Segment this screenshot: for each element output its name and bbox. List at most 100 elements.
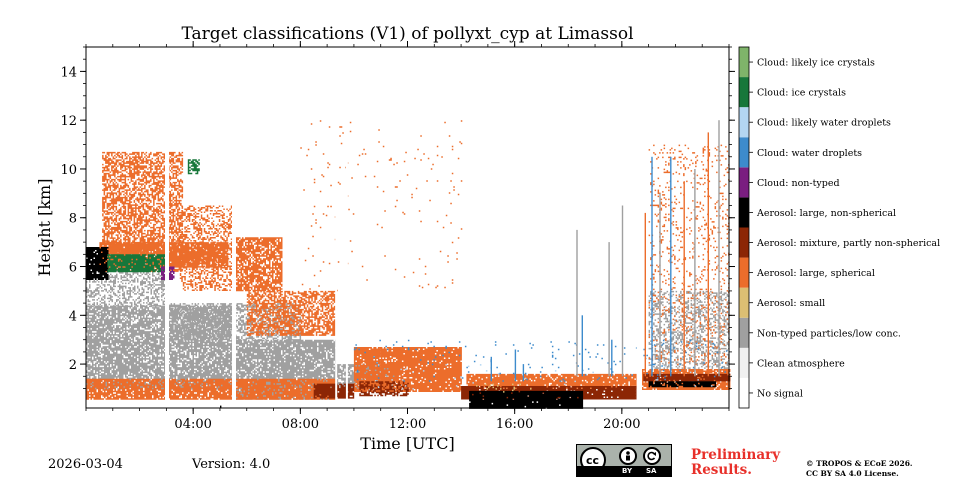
colorbar-label: Cloud: ice crystals bbox=[757, 88, 846, 99]
streak-5 bbox=[644, 212, 646, 377]
heatmap-region-7 bbox=[179, 205, 233, 291]
y-tick-label: 8 bbox=[69, 212, 77, 227]
colorbar-label: Aerosol: mixture, partly non-spherical bbox=[756, 238, 940, 249]
heatmap-region-13 bbox=[466, 373, 638, 389]
colorbar-label: Cloud: likely ice crystals bbox=[757, 58, 875, 69]
date-label: 2026-03-04 bbox=[48, 457, 123, 472]
colorbar-segment-8 bbox=[739, 137, 749, 168]
sa-label: SA bbox=[646, 467, 657, 475]
y-tick-label: 12 bbox=[60, 114, 77, 129]
colorbar-label: Non-typed particles/low conc. bbox=[757, 328, 901, 339]
y-tick-label: 4 bbox=[69, 309, 77, 324]
colorbar-segment-3 bbox=[739, 287, 749, 318]
streak-12 bbox=[718, 120, 720, 377]
colorbar-label: Aerosol: small bbox=[756, 298, 825, 309]
colorbar-segment-1 bbox=[739, 347, 749, 378]
x-tick-label: 16:00 bbox=[496, 417, 533, 432]
heatmap-cells bbox=[86, 305, 233, 390]
by-icon bbox=[619, 447, 637, 465]
chart-title: Target classifications (V1) of pollyxt_c… bbox=[181, 24, 634, 44]
heatmap-cells bbox=[353, 347, 462, 392]
colorbar-label: Aerosol: large, spherical bbox=[756, 268, 875, 279]
heatmap-cells bbox=[476, 383, 532, 393]
data-gap-0 bbox=[165, 47, 169, 408]
heatmap-cells bbox=[648, 144, 730, 366]
y-axis-label: Height [km] bbox=[35, 179, 54, 277]
colorbar-segment-11 bbox=[739, 47, 749, 78]
streak-8 bbox=[670, 156, 672, 377]
streak-2 bbox=[608, 242, 610, 377]
preliminary-results-note: Preliminary Results. bbox=[691, 447, 781, 478]
data-gaps bbox=[165, 47, 642, 408]
cc-text: cc bbox=[586, 454, 600, 467]
y-tick-label: 6 bbox=[69, 261, 77, 276]
streak-0 bbox=[576, 229, 578, 377]
streak-4 bbox=[621, 205, 624, 377]
y-tick-label: 14 bbox=[60, 65, 77, 80]
colorbar-label: Cloud: water droplets bbox=[757, 148, 862, 159]
colorbar-segment-6 bbox=[739, 197, 749, 228]
heatmap-cells bbox=[236, 237, 283, 292]
heatmap-cells bbox=[469, 390, 584, 409]
heatmap-plot bbox=[86, 120, 731, 409]
x-tick-label: 20:00 bbox=[603, 417, 640, 432]
streak-10 bbox=[694, 169, 696, 377]
data-gap-4 bbox=[636, 47, 642, 408]
version-label: Version: 4.0 bbox=[192, 457, 271, 472]
y-tick-label: 10 bbox=[60, 163, 77, 178]
heatmap-cells bbox=[359, 381, 409, 397]
colorbar-segment-5 bbox=[739, 227, 749, 258]
heatmap-cells bbox=[648, 381, 717, 388]
license-line: CC BY SA 4.0 License. bbox=[806, 469, 899, 478]
streak-9 bbox=[683, 181, 685, 377]
copyright-line: © TROPOS & ECoE 2026. bbox=[806, 459, 913, 468]
colorbar-label: Cloud: non-typed bbox=[757, 178, 840, 189]
heatmap-cells bbox=[86, 378, 337, 400]
data-gap-3 bbox=[345, 47, 348, 408]
colorbar-label: Cloud: likely water droplets bbox=[757, 118, 891, 129]
heatmap-region-9 bbox=[246, 290, 336, 336]
sa-icon bbox=[643, 447, 661, 465]
heatmap-region-23 bbox=[86, 247, 109, 280]
streak-16 bbox=[220, 405, 222, 408]
streak-3 bbox=[611, 339, 613, 377]
colorbar-label: Clean atmosphere bbox=[757, 358, 845, 369]
streak-13 bbox=[490, 356, 492, 382]
heatmap-region-6 bbox=[102, 151, 184, 272]
heatmap-region-12 bbox=[353, 347, 462, 392]
axes: 04:00 08:00 12:00 16:00 20:00 2 4 6 8 10 12 14 Time … bbox=[35, 41, 735, 453]
streak-15 bbox=[522, 364, 525, 382]
data-gap-1 bbox=[232, 47, 236, 408]
heatmap-region-16 bbox=[300, 120, 463, 292]
streak-6 bbox=[651, 156, 653, 377]
heatmap-region-8 bbox=[236, 237, 283, 292]
heatmap-region-25 bbox=[187, 159, 200, 175]
heatmap-region-17 bbox=[313, 383, 355, 399]
colorbar-frame bbox=[738, 46, 750, 409]
heatmap-region-21 bbox=[469, 390, 584, 409]
colorbar-segment-7 bbox=[739, 167, 749, 198]
heatmap-cells bbox=[187, 159, 200, 175]
colorbar-segment-4 bbox=[739, 257, 749, 288]
heatmap-region-24 bbox=[107, 254, 168, 273]
colorbar-label: Aerosol: large, non-spherical bbox=[756, 208, 896, 219]
copyright-notice: © TROPOS & ECoE 2026. CC BY SA 4.0 Licen… bbox=[806, 459, 956, 479]
y-tick-label: 2 bbox=[69, 358, 77, 373]
heatmap-region-18 bbox=[359, 381, 409, 397]
colorbar-segment-9 bbox=[739, 107, 749, 138]
heatmap-region-15 bbox=[648, 144, 730, 366]
x-tick-label: 04:00 bbox=[174, 417, 211, 432]
heatmap-cells bbox=[313, 383, 355, 399]
heatmap-cells bbox=[179, 205, 233, 291]
x-tick-label: 12:00 bbox=[389, 417, 426, 432]
colorbar-segment-2 bbox=[739, 317, 749, 348]
x-tick-label: 08:00 bbox=[282, 417, 319, 432]
heatmap-cells bbox=[466, 373, 638, 389]
colorbar-label: No signal bbox=[757, 388, 803, 399]
colorbar: No signal Clean atmosphere Non-typed parti… bbox=[738, 46, 940, 409]
streak-1 bbox=[581, 315, 583, 377]
by-label: BY bbox=[622, 467, 633, 475]
streak-14 bbox=[514, 349, 517, 382]
